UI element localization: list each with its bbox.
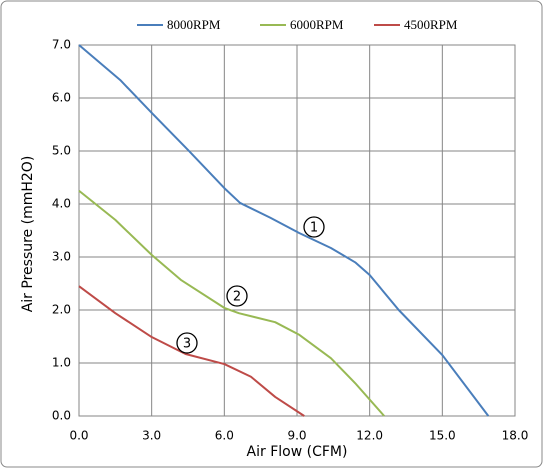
annotation: 2 — [233, 290, 241, 305]
legend: 8000RPM 6000RPM 4500RPM — [137, 17, 458, 32]
y-tick-label: 5.0 — [52, 144, 71, 158]
y-tick-label: 6.0 — [52, 91, 71, 105]
legend-label: 8000RPM — [167, 17, 221, 32]
y-axis-title: Air Pressure (mmH2O) — [20, 156, 36, 313]
x-tick-label: 18.0 — [502, 429, 529, 443]
x-tick-label: 15.0 — [429, 429, 456, 443]
series-line — [78, 44, 490, 417]
x-tick-label: 9.0 — [287, 429, 306, 443]
y-tick-label: 7.0 — [52, 38, 71, 52]
legend-label: 4500RPM — [404, 17, 458, 32]
x-tick-label: 0.0 — [69, 429, 88, 443]
x-tick-label: 3.0 — [142, 429, 161, 443]
x-tick-label: 12.0 — [356, 429, 383, 443]
annotation-circle — [303, 216, 325, 238]
y-tick-label: 2.0 — [52, 303, 71, 317]
annotation: 3 — [183, 337, 191, 352]
y-tick-label: 1.0 — [52, 356, 71, 370]
series-line — [78, 285, 305, 417]
annotation-circle — [226, 285, 248, 307]
x-axis-title: Air Flow (CFM) — [247, 444, 348, 460]
y-tick-label: 0.0 — [52, 409, 71, 423]
series-line — [78, 189, 385, 417]
annotation: 1 — [310, 221, 318, 236]
y-tick-label: 4.0 — [52, 197, 71, 211]
annotation-circle — [176, 332, 198, 354]
legend-label: 6000RPM — [290, 17, 344, 32]
x-tick-label: 6.0 — [215, 429, 234, 443]
plot-border — [78, 44, 516, 417]
y-tick-label: 3.0 — [52, 250, 71, 264]
